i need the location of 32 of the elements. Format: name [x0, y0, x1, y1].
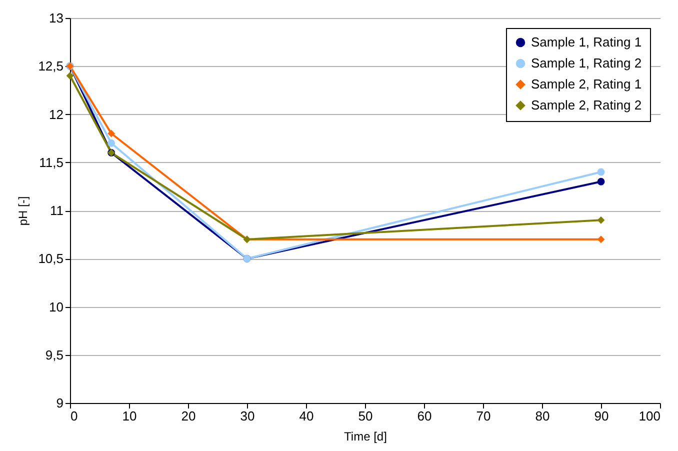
x-tick-label: 50 [358, 408, 373, 424]
y-tick-label: 10 [49, 299, 64, 314]
legend-label: Sample 1, Rating 1 [531, 34, 642, 50]
x-tick-label: 70 [476, 408, 491, 424]
x-tick-label: 30 [240, 408, 255, 424]
point [597, 236, 605, 244]
legend-label: Sample 2, Rating 1 [531, 76, 642, 92]
y-tick-label: 13 [49, 10, 64, 26]
x-tick-label: 80 [535, 408, 550, 424]
legend-label: Sample 2, Rating 2 [531, 98, 642, 112]
x-tick-label: 20 [181, 408, 196, 424]
y-tick-label: 12,5 [38, 58, 64, 74]
y-axis-title: pH [-] [16, 196, 30, 226]
x-tick-label: 10 [122, 408, 137, 424]
x-tick-label: 0 [70, 408, 78, 424]
x-axis-title: Time [d] [344, 430, 387, 444]
x-tick-label: 100 [638, 408, 660, 424]
point [597, 168, 605, 176]
point [597, 216, 605, 224]
x-tick-label: 60 [417, 408, 432, 424]
y-tick-label: 11,5 [39, 154, 64, 170]
point [597, 178, 605, 186]
y-tick-label: 11 [50, 203, 64, 218]
point [108, 139, 116, 147]
y-tick-label: 12 [49, 106, 64, 122]
y-tick-label: 9,5 [45, 347, 64, 362]
y-tick-label: 10,5 [38, 251, 64, 266]
x-tick-label: 90 [594, 408, 609, 424]
y-tick-label: 9 [56, 396, 64, 410]
x-tick-label: 40 [299, 408, 314, 424]
point [108, 130, 116, 138]
legend-label: Sample 1, Rating 2 [531, 56, 642, 70]
